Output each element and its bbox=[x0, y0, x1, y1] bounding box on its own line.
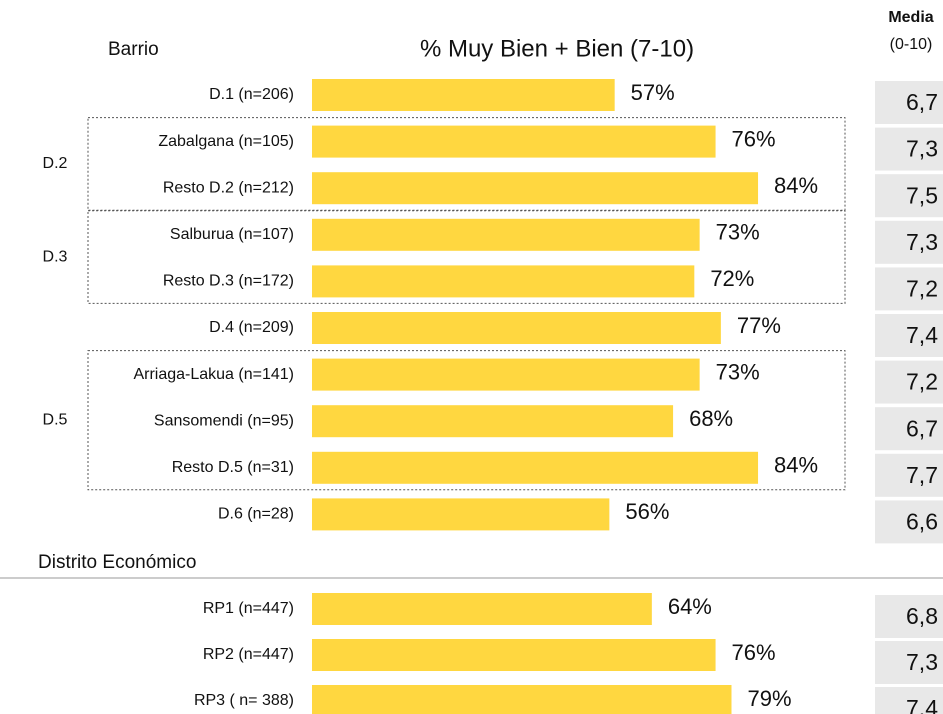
media-box bbox=[875, 81, 943, 124]
bar bbox=[312, 125, 716, 158]
media-title: Media bbox=[888, 9, 933, 26]
group-box bbox=[87, 210, 846, 304]
media-box bbox=[875, 267, 943, 311]
group-label: D.5 bbox=[43, 411, 68, 428]
bar bbox=[312, 593, 652, 625]
group-box bbox=[87, 117, 846, 211]
media-value: 7,4 bbox=[906, 322, 938, 348]
media-box bbox=[875, 641, 943, 684]
value-label: 76% bbox=[732, 126, 776, 151]
media-box bbox=[875, 500, 943, 544]
media-value: 7,3 bbox=[906, 649, 938, 675]
value-label: 76% bbox=[732, 640, 776, 665]
media-box bbox=[875, 314, 943, 357]
media-box bbox=[875, 407, 943, 451]
bar bbox=[312, 451, 759, 484]
value-label: 73% bbox=[716, 359, 760, 384]
bar bbox=[312, 639, 716, 671]
bar bbox=[312, 312, 721, 344]
chart-title: % Muy Bien + Bien (7-10) bbox=[420, 35, 694, 62]
media-box bbox=[875, 687, 943, 714]
bar bbox=[312, 358, 700, 391]
value-label: 57% bbox=[631, 80, 675, 105]
media-subtitle: (0-10) bbox=[890, 36, 933, 53]
category-label: RP2 (n=447) bbox=[203, 646, 294, 663]
value-label: 73% bbox=[716, 220, 760, 245]
category-label: RP3 ( n= 388) bbox=[194, 692, 294, 709]
media-box bbox=[875, 595, 943, 638]
media-box bbox=[875, 174, 943, 218]
media-value: 6,6 bbox=[906, 508, 938, 534]
category-label: D.4 (n=209) bbox=[209, 319, 294, 336]
category-label: D.1 (n=206) bbox=[209, 86, 294, 103]
media-value: 7,4 bbox=[906, 695, 938, 714]
media-box bbox=[875, 220, 943, 264]
category-header: Barrio bbox=[108, 39, 159, 60]
group-label: D.3 bbox=[43, 248, 68, 265]
media-value: 6,7 bbox=[906, 89, 938, 115]
media-value: 7,7 bbox=[906, 462, 938, 488]
bar bbox=[312, 685, 732, 714]
category-label: Resto D.2 (n=212) bbox=[163, 179, 294, 196]
category-label: Resto D.3 (n=172) bbox=[163, 273, 294, 290]
section-title: Distrito Económico bbox=[38, 552, 196, 573]
value-label: 77% bbox=[737, 313, 781, 338]
media-value: 7,3 bbox=[906, 136, 938, 162]
value-label: 72% bbox=[710, 266, 754, 291]
value-label: 84% bbox=[774, 173, 818, 198]
media-value: 7,2 bbox=[906, 275, 938, 301]
category-label: Salburua (n=107) bbox=[170, 226, 294, 243]
value-label: 64% bbox=[668, 594, 712, 619]
category-label: Resto D.5 (n=31) bbox=[172, 459, 294, 476]
bar bbox=[312, 79, 615, 111]
media-box bbox=[875, 127, 943, 171]
bar bbox=[312, 405, 674, 438]
media-value: 7,5 bbox=[906, 182, 938, 208]
category-label: D.6 (n=28) bbox=[218, 506, 294, 523]
bar bbox=[312, 218, 700, 251]
value-label: 68% bbox=[689, 406, 733, 431]
group-label: D.2 bbox=[43, 155, 68, 172]
bar bbox=[312, 265, 695, 298]
media-box bbox=[875, 453, 943, 497]
value-label: 79% bbox=[747, 686, 791, 711]
media-value: 7,3 bbox=[906, 229, 938, 255]
media-value: 6,8 bbox=[906, 603, 938, 629]
media-value: 7,2 bbox=[906, 369, 938, 395]
value-label: 84% bbox=[774, 453, 818, 478]
media-box bbox=[875, 360, 943, 404]
value-label: 56% bbox=[625, 499, 669, 524]
category-label: Arriaga-Lakua (n=141) bbox=[133, 366, 294, 383]
media-value: 6,7 bbox=[906, 415, 938, 441]
category-label: RP1 (n=447) bbox=[203, 600, 294, 617]
category-label: Sansomendi (n=95) bbox=[154, 412, 294, 429]
bar bbox=[312, 498, 610, 531]
category-label: Zabalgana (n=105) bbox=[158, 133, 294, 150]
bar bbox=[312, 172, 759, 205]
